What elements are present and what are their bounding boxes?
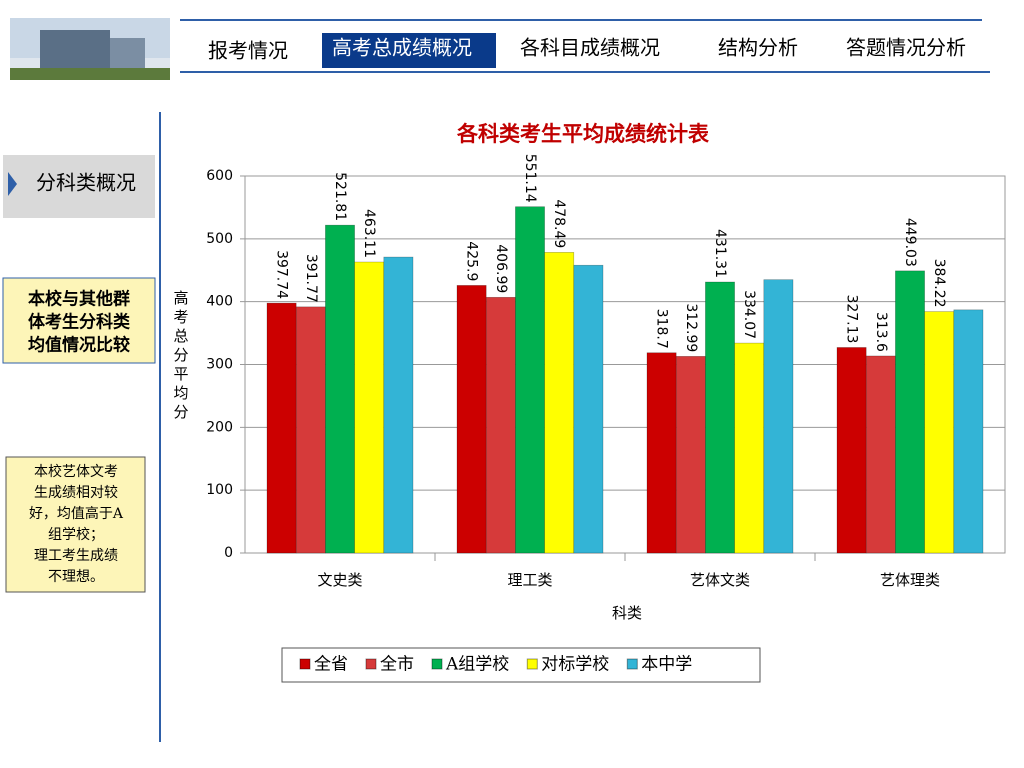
legend-swatch bbox=[431, 658, 443, 670]
bar bbox=[675, 356, 706, 554]
data-label: 478.49 bbox=[551, 199, 567, 248]
data-label: 318.7 bbox=[654, 309, 670, 349]
x-tick-label: 文史类 bbox=[317, 571, 362, 589]
bar bbox=[924, 311, 955, 554]
legend-label: 对标学校 bbox=[541, 655, 609, 675]
y-tick-label: 200 bbox=[206, 419, 233, 435]
bar bbox=[763, 279, 794, 554]
data-label: 463.11 bbox=[361, 209, 377, 258]
bar bbox=[734, 342, 765, 554]
x-tick-label: 艺体理类 bbox=[880, 571, 940, 589]
section-label: 分科类概况 bbox=[36, 171, 136, 195]
data-label: 406.99 bbox=[493, 244, 509, 293]
x-axis-label: 科类 bbox=[612, 604, 642, 622]
legend-swatch bbox=[365, 658, 377, 670]
y-tick-label: 600 bbox=[206, 168, 233, 184]
data-label: 551.14 bbox=[522, 154, 538, 203]
note-line: 本校艺体文考 bbox=[34, 463, 118, 480]
bar bbox=[383, 256, 414, 554]
note-line: 理工考生成绩 bbox=[34, 548, 118, 564]
note-line: 体考生分科类 bbox=[28, 312, 131, 333]
nav-item[interactable]: 结构分析 bbox=[718, 36, 798, 60]
data-label: 425.9 bbox=[464, 241, 480, 281]
nav-item[interactable]: 报考情况 bbox=[208, 39, 288, 63]
y-axis-label: 高考总分平均分 bbox=[172, 290, 190, 423]
y-tick-label: 400 bbox=[206, 294, 233, 310]
note-box bbox=[5, 456, 146, 593]
legend-swatch bbox=[626, 658, 638, 670]
data-label: 521.81 bbox=[332, 172, 348, 221]
legend-label: 全市 bbox=[380, 655, 414, 675]
legend-swatch bbox=[299, 658, 311, 670]
data-label: 334.07 bbox=[741, 290, 757, 339]
bar bbox=[266, 302, 297, 554]
data-label: 431.31 bbox=[712, 229, 728, 278]
data-label: 384.22 bbox=[931, 259, 947, 308]
note-line: 本校与其他群 bbox=[28, 289, 130, 310]
bar bbox=[325, 224, 355, 554]
data-label: 312.99 bbox=[683, 303, 699, 352]
tab-arrow bbox=[8, 172, 17, 196]
legend-swatch bbox=[526, 658, 538, 670]
note-box bbox=[2, 277, 156, 364]
nav-active bbox=[322, 33, 496, 68]
x-tick-label: 理工类 bbox=[507, 571, 552, 589]
note-line: 好，均值高于A bbox=[29, 505, 124, 522]
nav-item[interactable]: 各科目成绩概况 bbox=[520, 36, 660, 60]
x-tick-label: 艺体文类 bbox=[690, 571, 750, 589]
bar bbox=[485, 296, 516, 554]
nav-item[interactable]: 答题情况分析 bbox=[846, 36, 966, 60]
logo bbox=[10, 18, 170, 80]
data-label: 397.74 bbox=[274, 250, 290, 299]
bar bbox=[515, 206, 545, 554]
data-label: 327.13 bbox=[844, 294, 860, 343]
bar bbox=[295, 306, 326, 554]
note-line: 生成绩相对较 bbox=[34, 485, 118, 501]
bar bbox=[865, 355, 896, 554]
nav-item[interactable]: 高考总成绩概况 bbox=[332, 36, 472, 60]
note-line: 均值情况比较 bbox=[28, 335, 130, 356]
legend bbox=[281, 647, 761, 683]
y-tick-label: 100 bbox=[206, 482, 233, 498]
bar bbox=[456, 285, 487, 554]
y-tick-label: 0 bbox=[224, 545, 233, 561]
data-label: 449.03 bbox=[902, 218, 918, 267]
legend-label: 全省 bbox=[314, 655, 348, 675]
bar bbox=[646, 352, 677, 554]
note-line: 组学校； bbox=[48, 526, 104, 543]
bar bbox=[895, 270, 925, 554]
section-tab[interactable] bbox=[3, 155, 155, 218]
legend-label: A组学校 bbox=[445, 655, 509, 675]
bar bbox=[544, 252, 575, 554]
bar bbox=[953, 309, 984, 554]
legend-label: 本中学 bbox=[641, 655, 692, 675]
y-tick-label: 500 bbox=[206, 231, 233, 247]
bar bbox=[836, 347, 867, 554]
chart-title: 各科类考生平均成绩统计表 bbox=[456, 122, 710, 146]
data-label: 391.77 bbox=[303, 254, 319, 303]
bar bbox=[354, 261, 385, 554]
note-line: 不理想。 bbox=[48, 569, 104, 585]
y-tick-label: 300 bbox=[206, 357, 233, 373]
data-label: 313.6 bbox=[873, 312, 889, 352]
bar bbox=[573, 264, 604, 554]
bar bbox=[705, 281, 735, 554]
